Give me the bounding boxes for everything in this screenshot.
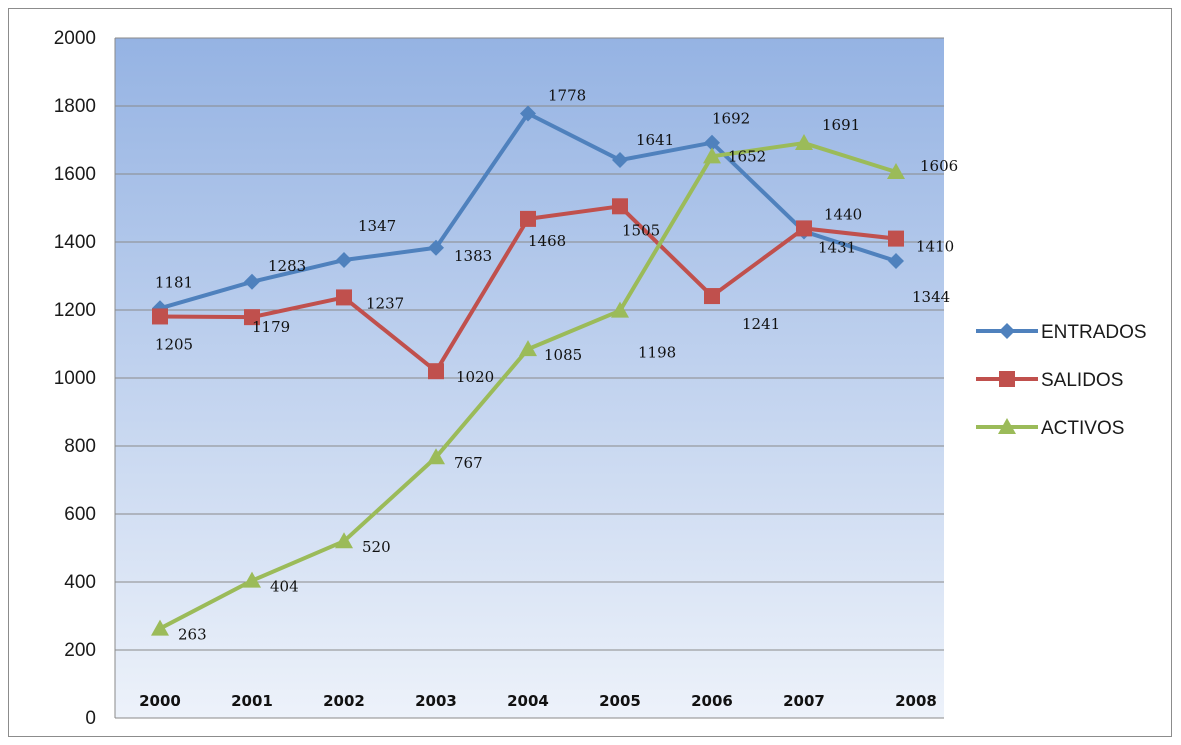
- data-point: [887, 162, 905, 179]
- data-point: [244, 309, 260, 326]
- data-point: [336, 252, 352, 269]
- legend-item-entrados: ENTRADOS: [976, 322, 1147, 343]
- data-point: [335, 532, 353, 549]
- data-label: 1347: [358, 217, 396, 235]
- x-tick-label: 2001: [231, 692, 273, 710]
- series-activos: [151, 134, 905, 636]
- data-point: [428, 239, 444, 256]
- data-point: [888, 253, 904, 270]
- data-label: 1468: [528, 232, 566, 250]
- series-group: [151, 105, 905, 636]
- data-label: 1198: [638, 344, 676, 362]
- y-tick-label: 800: [64, 436, 96, 457]
- data-label: 520: [362, 538, 391, 556]
- data-point: [703, 147, 721, 164]
- x-tick-label: 2000: [139, 692, 181, 710]
- data-label: 1410: [916, 238, 954, 256]
- legend-marker: [998, 418, 1016, 434]
- data-point: [612, 152, 628, 169]
- data-label: 1778: [548, 86, 586, 104]
- legend: ENTRADOS SALIDOS ACTIVOS: [976, 322, 1147, 439]
- data-point: [519, 340, 537, 357]
- data-label: 1383: [454, 247, 492, 265]
- legend-marker: [999, 371, 1015, 387]
- data-point: [152, 308, 168, 325]
- y-tick-label: 0: [85, 708, 96, 729]
- y-tick-label: 1400: [54, 232, 96, 253]
- data-label: 1237: [366, 294, 404, 312]
- data-label: 1691: [822, 116, 860, 134]
- data-label: 1606: [920, 157, 958, 175]
- data-point: [428, 363, 444, 380]
- data-label: 1179: [252, 318, 290, 336]
- x-tick-label: 2002: [323, 692, 365, 710]
- data-label: 1181: [155, 273, 193, 291]
- data-point: [336, 289, 352, 306]
- data-label: 1641: [636, 131, 674, 149]
- x-tick-label: 2007: [783, 692, 825, 710]
- data-point: [151, 619, 169, 636]
- y-tick-label: 1600: [54, 164, 96, 185]
- y-tick-label: 400: [64, 572, 96, 593]
- data-label: 1020: [456, 368, 494, 386]
- data-label: 1440: [824, 205, 862, 223]
- data-label: 1692: [712, 110, 750, 128]
- data-point: [796, 220, 812, 237]
- legend-item-activos: ACTIVOS: [976, 418, 1124, 439]
- data-point: [611, 301, 629, 318]
- data-point: [612, 198, 628, 215]
- data-label: 1283: [268, 257, 306, 275]
- y-tick-label: 600: [64, 504, 96, 525]
- legend-label: ENTRADOS: [1041, 322, 1147, 343]
- y-tick-label: 1000: [54, 368, 96, 389]
- data-labels: 1181 1283 1347 1383 1778 1641 1692 1431 1344 1205…: [155, 86, 958, 643]
- data-label: 1431: [818, 238, 856, 256]
- data-point: [888, 230, 904, 247]
- x-tick-label: 2005: [599, 692, 641, 710]
- y-tick-label: 1200: [54, 300, 96, 321]
- data-point: [704, 288, 720, 305]
- x-tick-label: 2004: [507, 692, 549, 710]
- legend-label: SALIDOS: [1041, 370, 1123, 391]
- y-tick-label: 200: [64, 640, 96, 661]
- x-tick-label: 2006: [691, 692, 733, 710]
- data-label: 1505: [622, 221, 660, 239]
- data-label: 263: [178, 626, 207, 644]
- y-tick-label: 1800: [54, 96, 96, 117]
- data-label: 1344: [912, 288, 950, 306]
- data-point: [795, 134, 813, 151]
- legend-marker: [999, 323, 1015, 339]
- data-point: [704, 134, 720, 151]
- data-point: [243, 571, 261, 588]
- data-point: [427, 448, 445, 465]
- legend-item-salidos: SALIDOS: [976, 370, 1123, 391]
- data-point: [520, 210, 536, 227]
- axes: 0 200 400 600 800 1000 1200 1400 1600 1800 2000 200…: [54, 28, 944, 729]
- x-tick-label: 2003: [415, 692, 457, 710]
- data-point: [244, 273, 260, 290]
- series-salidos: [152, 198, 904, 380]
- data-label: 1085: [544, 346, 582, 364]
- data-label: 1241: [742, 315, 780, 333]
- data-label: 1205: [155, 335, 193, 353]
- data-label: 767: [454, 454, 483, 472]
- data-label: 404: [270, 578, 299, 596]
- y-tick-label: 2000: [54, 28, 96, 49]
- data-point: [520, 105, 536, 122]
- data-label: 1652: [728, 147, 766, 165]
- x-tick-label: 2008: [895, 692, 937, 710]
- legend-label: ACTIVOS: [1041, 418, 1124, 439]
